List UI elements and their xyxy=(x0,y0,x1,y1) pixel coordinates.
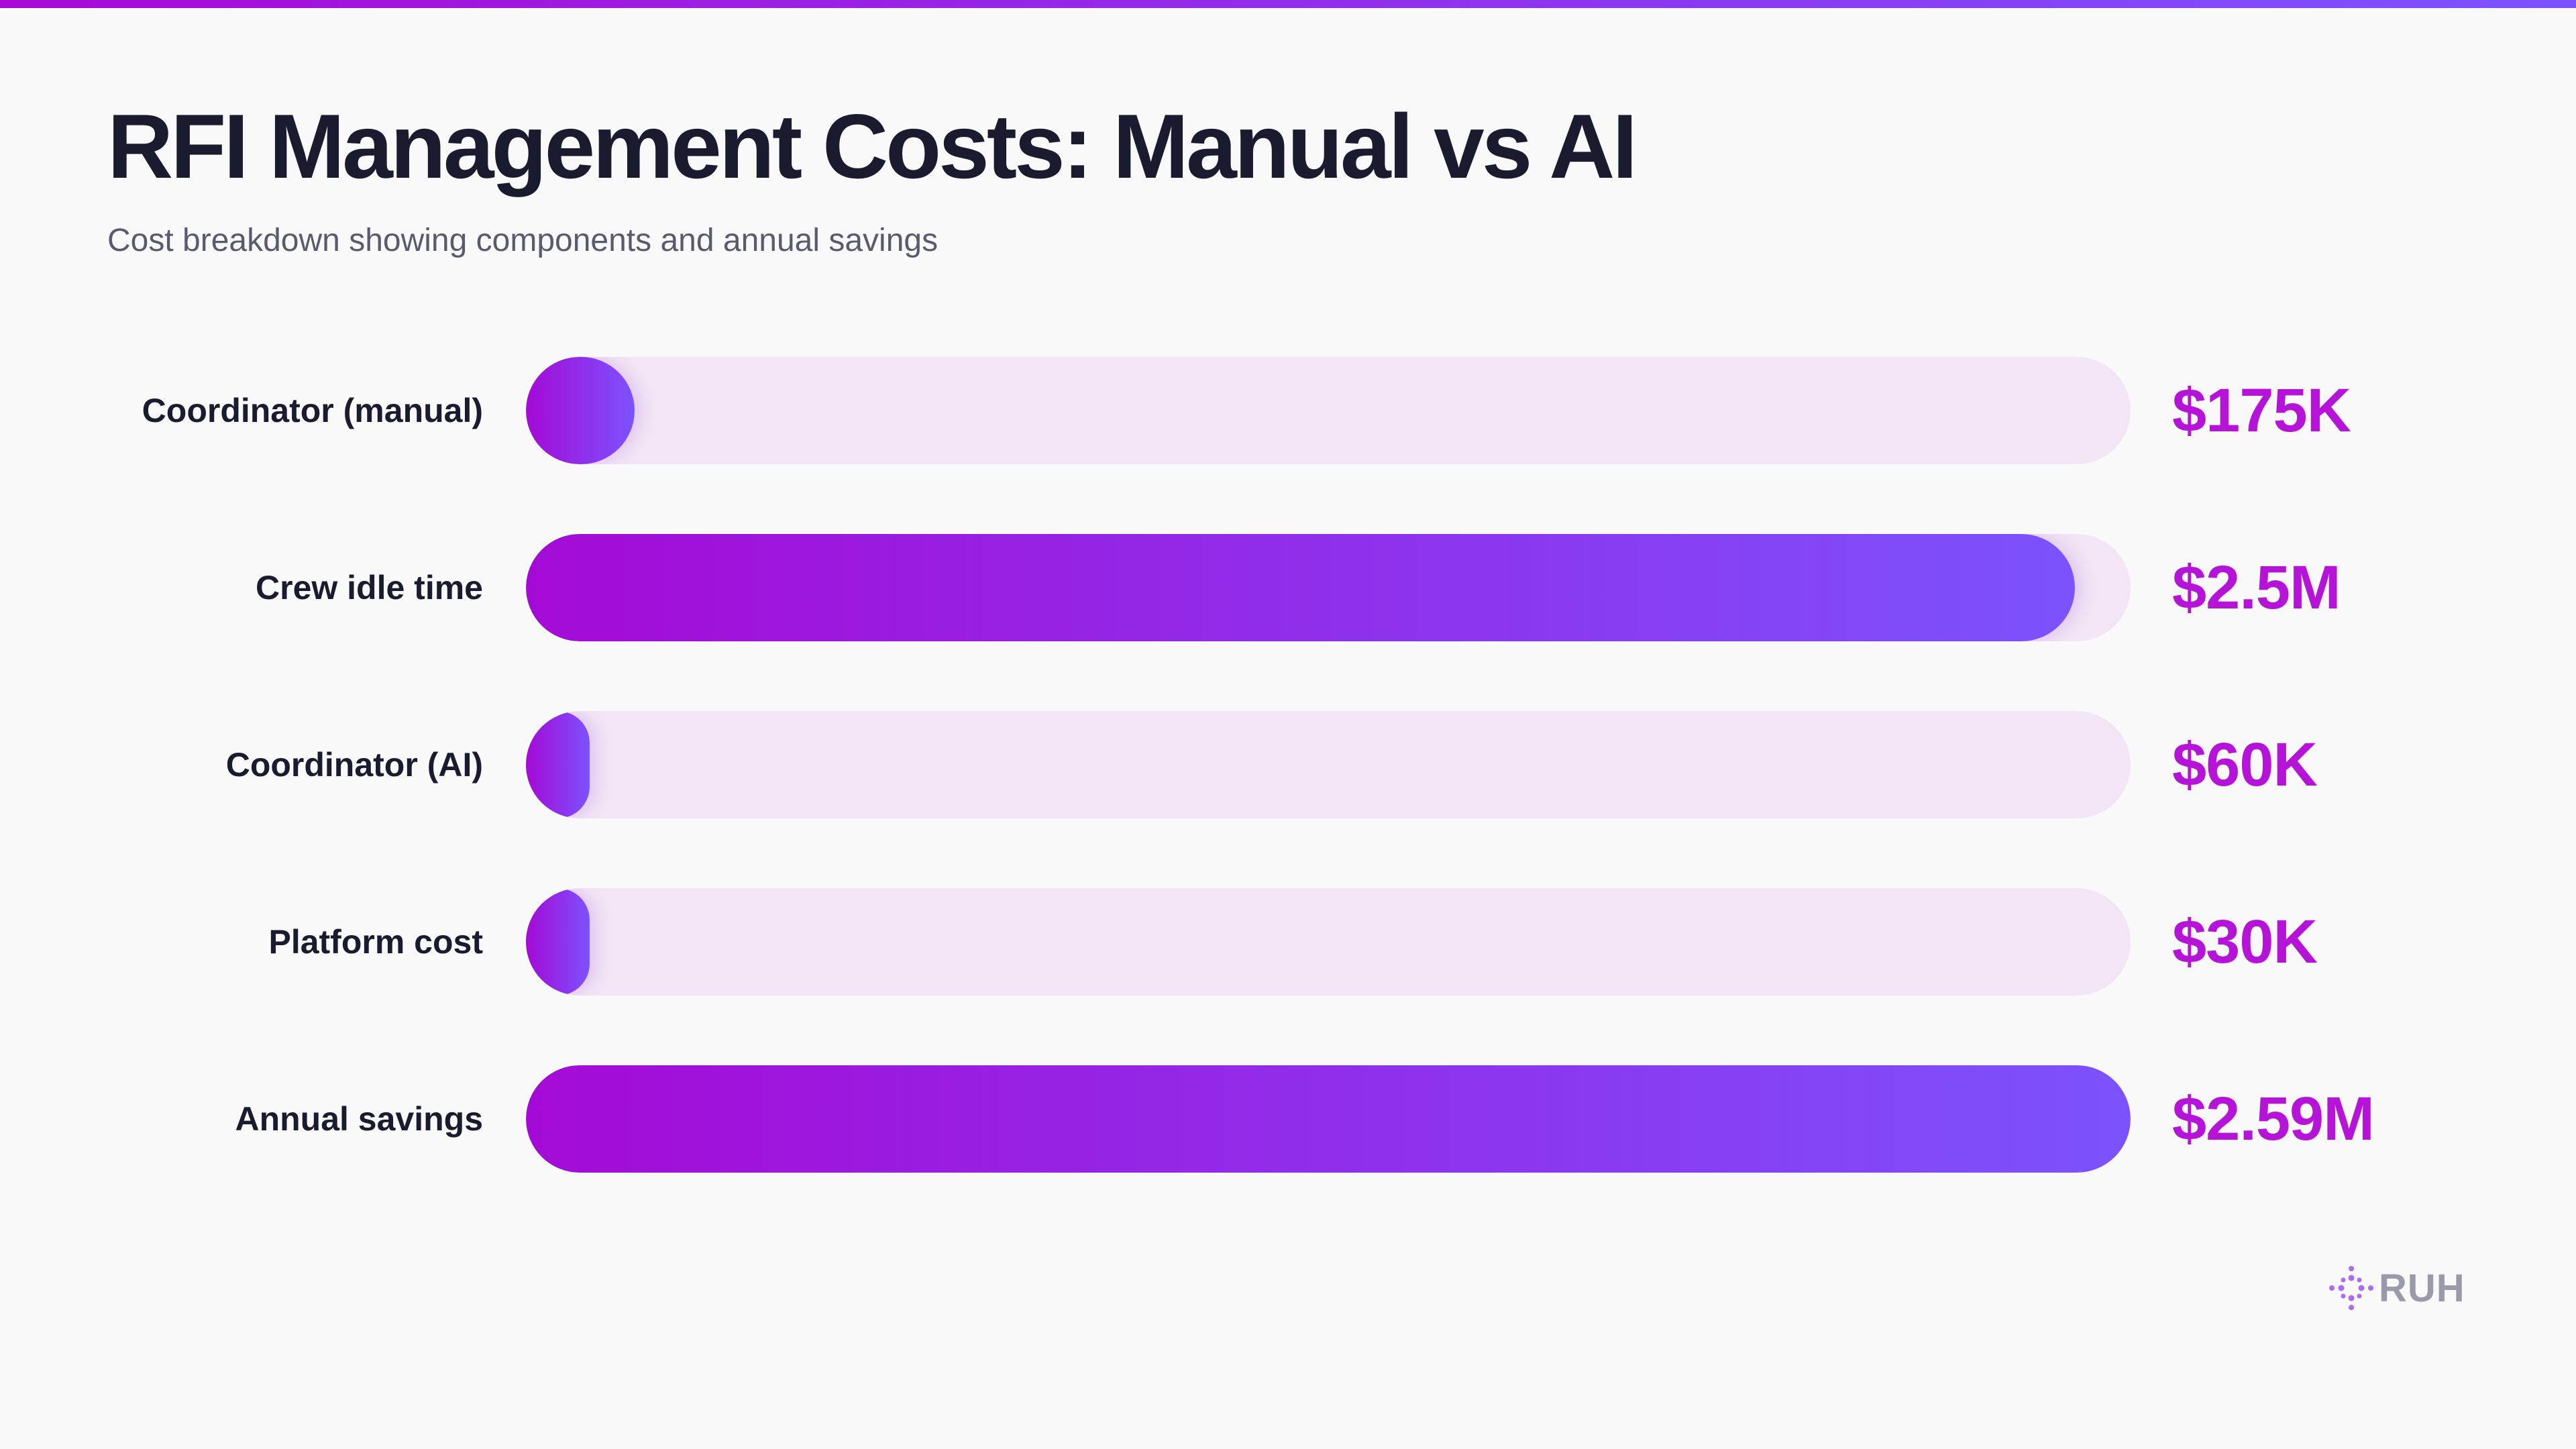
bar-crew-idle-time xyxy=(526,534,2075,641)
bar-track xyxy=(526,711,2131,818)
category-label: Annual savings xyxy=(235,1100,483,1138)
bar-track xyxy=(526,534,2131,641)
value-label: $60K xyxy=(2172,731,2318,799)
bar-annual-savings xyxy=(526,1065,2131,1173)
bar-coordinator-manual xyxy=(526,357,635,464)
sparkle-dots-icon xyxy=(2329,1266,2373,1310)
value-label: $30K xyxy=(2172,908,2318,976)
category-label: Coordinator (manual) xyxy=(142,392,483,429)
bar-track xyxy=(526,888,2131,996)
category-label: Crew idle time xyxy=(256,569,483,606)
brand-logo: RUH xyxy=(2328,1261,2465,1315)
chart-title: RFI Management Costs: Manual vs AI xyxy=(107,95,1638,197)
brand-name: RUH xyxy=(2379,1266,2465,1310)
category-label: Coordinator (AI) xyxy=(225,746,483,784)
bar-row-coordinator-manual: Coordinator (manual) $175K xyxy=(0,357,2576,464)
value-label: $2.5M xyxy=(2172,553,2341,622)
bar-coordinator-ai xyxy=(526,711,590,818)
category-label: Platform cost xyxy=(268,923,483,961)
bar-platform-cost xyxy=(526,888,590,996)
bar-row-platform-cost: Platform cost $30K xyxy=(0,888,2576,996)
bar-track xyxy=(526,1065,2131,1173)
chart-subtitle: Cost breakdown showing components and an… xyxy=(107,223,938,258)
bar-row-crew-idle-time: Crew idle time $2.5M xyxy=(0,534,2576,641)
value-label: $175K xyxy=(2172,376,2351,445)
value-label: $2.59M xyxy=(2172,1085,2375,1153)
bar-row-annual-savings: Annual savings $2.59M xyxy=(0,1065,2576,1173)
top-accent-bar xyxy=(0,0,2576,8)
bar-track xyxy=(526,357,2131,464)
bar-row-coordinator-ai: Coordinator (AI) $60K xyxy=(0,711,2576,818)
